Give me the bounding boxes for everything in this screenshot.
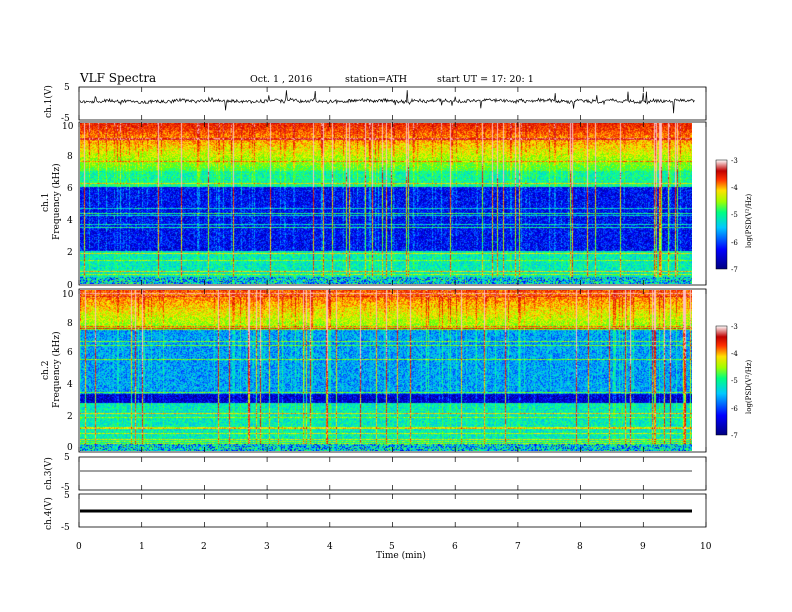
ch1-cb-tick: -5 <box>731 211 738 219</box>
ch2-colorbar-scale <box>715 325 728 436</box>
x-tick-label: 0 <box>76 542 82 552</box>
x-tick-label: 8 <box>577 542 583 552</box>
ch4-ytick-top: 5 <box>64 491 70 501</box>
ch2-spec-ytick: 10 <box>62 290 74 300</box>
ch2-spectrogram-ylabel: Frequency (kHz) <box>51 331 62 408</box>
x-tick-label: 4 <box>327 542 333 552</box>
x-tick-label: 7 <box>515 542 521 552</box>
ch1-spec-ytick: 8 <box>67 152 73 162</box>
ch4-waveform-yticks: 5 -5 <box>61 491 70 533</box>
ch2-spec-ytick: 2 <box>67 412 73 422</box>
ch1-spectrogram <box>80 123 692 284</box>
x-tick-label: 10 <box>700 542 712 552</box>
ch2-colorbar: -3 -4 -5 -6 -7 log(PSD(V²/Hz) <box>715 323 753 440</box>
ch2-spec-ytick: 4 <box>67 380 73 390</box>
ch1-ytick-top: 5 <box>64 83 70 93</box>
ch2-spec-ytick: 0 <box>67 443 73 453</box>
ch3-ytick-top: 5 <box>64 453 70 463</box>
ch2-spec-ytick: 8 <box>67 319 73 329</box>
ch2-colorbar-label: log(PSD(V²/Hz) <box>745 359 753 414</box>
ch2-spectrogram-yticks: 0 2 4 6 8 10 <box>62 290 74 453</box>
x-tick-label: 2 <box>201 542 207 552</box>
ch1-spectrogram-yticks: 0 2 4 6 8 10 <box>62 122 74 291</box>
ch1-spec-ytick: 4 <box>67 216 73 226</box>
ch4-ytick-bottom: -5 <box>61 523 70 533</box>
x-tick-label: 5 <box>389 542 395 552</box>
date-label: Oct. 1 , 2016 <box>250 74 312 85</box>
ch4-waveform-ylabel: ch.4(V) <box>43 497 54 530</box>
ch1-spec-ytick: 6 <box>67 184 73 194</box>
ch1-waveform-ylabel: ch.1(V) <box>43 85 54 118</box>
ch1-cb-tick: -4 <box>731 184 738 192</box>
axis-ticks <box>78 87 707 527</box>
station-label: station=ATH <box>345 74 407 85</box>
ch2-spectrogram-channel-label: ch.2 <box>41 361 51 380</box>
ch3-waveform-ylabel: ch.3(V) <box>43 457 54 490</box>
ch1-spec-ytick: 0 <box>67 281 73 291</box>
ch1-waveform-yticks: 5 -5 <box>61 83 70 124</box>
ch1-waveform-trace <box>79 90 695 114</box>
ch1-cb-tick: -7 <box>731 266 738 274</box>
ch1-spec-ytick: 2 <box>67 248 73 258</box>
ch2-cb-tick: -3 <box>731 323 738 331</box>
ch1-ytick-bottom: -5 <box>61 114 70 124</box>
x-tick-label: 9 <box>640 542 646 552</box>
ch1-spectrogram-channel-label: ch.1 <box>41 193 51 212</box>
x-tick-label: 6 <box>452 542 458 552</box>
ch1-cb-tick: -6 <box>731 239 738 247</box>
ch1-spectrogram-ylabel: Frequency (kHz) <box>51 163 62 240</box>
ch2-spectrogram <box>80 290 692 451</box>
figure-title: VLF Spectra <box>79 71 156 85</box>
x-tick-labels: 0 1 2 3 4 5 6 7 8 9 10 <box>76 542 712 552</box>
ch1-colorbar-scale <box>715 159 728 270</box>
ch2-cb-tick: -5 <box>731 377 738 385</box>
ch1-colorbar-label: log(PSD(V²/Hz) <box>745 193 753 248</box>
ch1-spec-ytick: 10 <box>62 122 74 132</box>
ch2-cb-tick: -6 <box>731 405 738 413</box>
x-tick-label: 3 <box>264 542 270 552</box>
ch1-colorbar: -3 -4 -5 -6 -7 log(PSD(V²/Hz) <box>715 157 753 274</box>
ch1-cb-tick: -3 <box>731 157 738 165</box>
ch2-spec-ytick: 6 <box>67 348 73 358</box>
ch3-waveform-yticks: 5 -5 <box>61 453 70 493</box>
ch3-ytick-bottom: -5 <box>61 483 70 493</box>
ch2-cb-tick: -4 <box>731 350 738 358</box>
x-axis-label: Time (min) <box>376 550 426 561</box>
ch2-cb-tick: -7 <box>731 432 738 440</box>
x-tick-label: 1 <box>139 542 145 552</box>
start-time-label: start UT = 17: 20: 1 <box>437 74 534 85</box>
